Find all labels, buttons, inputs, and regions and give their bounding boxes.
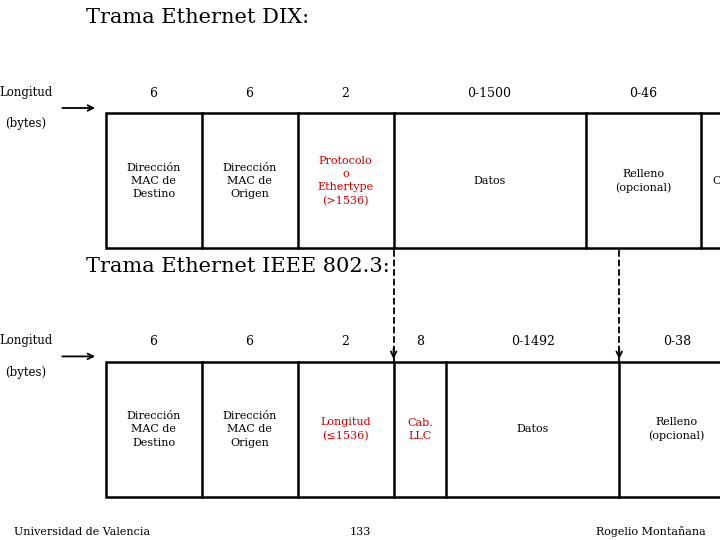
Text: 133: 133 <box>349 527 371 537</box>
Text: CRC: CRC <box>712 176 720 186</box>
Text: 0-38: 0-38 <box>662 335 691 348</box>
Text: (bytes): (bytes) <box>5 118 47 131</box>
Text: Relleno
(opcional): Relleno (opcional) <box>649 417 705 441</box>
Bar <box>106 362 720 497</box>
Text: Dirección
MAC de
Destino: Dirección MAC de Destino <box>127 411 181 448</box>
Text: 0-46: 0-46 <box>629 87 657 100</box>
Text: Universidad de Valencia: Universidad de Valencia <box>14 527 150 537</box>
Text: 6: 6 <box>246 87 253 100</box>
Text: 0-1492: 0-1492 <box>511 335 554 348</box>
Text: 8: 8 <box>416 335 424 348</box>
Text: Longitud: Longitud <box>0 85 53 98</box>
Text: Rogelio Montañana: Rogelio Montañana <box>596 526 706 537</box>
Text: Dirección
MAC de
Destino: Dirección MAC de Destino <box>127 163 181 199</box>
Text: Datos: Datos <box>517 424 549 434</box>
Text: Cab.
LLC: Cab. LLC <box>407 418 433 441</box>
Text: Trama Ethernet DIX:: Trama Ethernet DIX: <box>86 8 310 27</box>
Text: Trama Ethernet IEEE 802.3:: Trama Ethernet IEEE 802.3: <box>86 256 390 275</box>
Bar <box>106 113 720 248</box>
Text: 6: 6 <box>150 335 158 348</box>
Text: Longitud: Longitud <box>0 334 53 347</box>
Text: Dirección
MAC de
Origen: Dirección MAC de Origen <box>222 411 276 448</box>
Text: 2: 2 <box>342 335 349 348</box>
Text: 0-1500: 0-1500 <box>467 87 512 100</box>
Text: Relleno
(opcional): Relleno (opcional) <box>615 169 671 193</box>
Text: Protocolo
o
Ethertype
(>1536): Protocolo o Ethertype (>1536) <box>318 156 374 206</box>
Text: Dirección
MAC de
Origen: Dirección MAC de Origen <box>222 163 276 199</box>
Text: Longitud
(≤1536): Longitud (≤1536) <box>320 417 371 441</box>
Text: 6: 6 <box>150 87 158 100</box>
Text: (bytes): (bytes) <box>5 366 47 379</box>
Text: Datos: Datos <box>474 176 505 186</box>
Text: 2: 2 <box>342 87 349 100</box>
Text: 6: 6 <box>246 335 253 348</box>
